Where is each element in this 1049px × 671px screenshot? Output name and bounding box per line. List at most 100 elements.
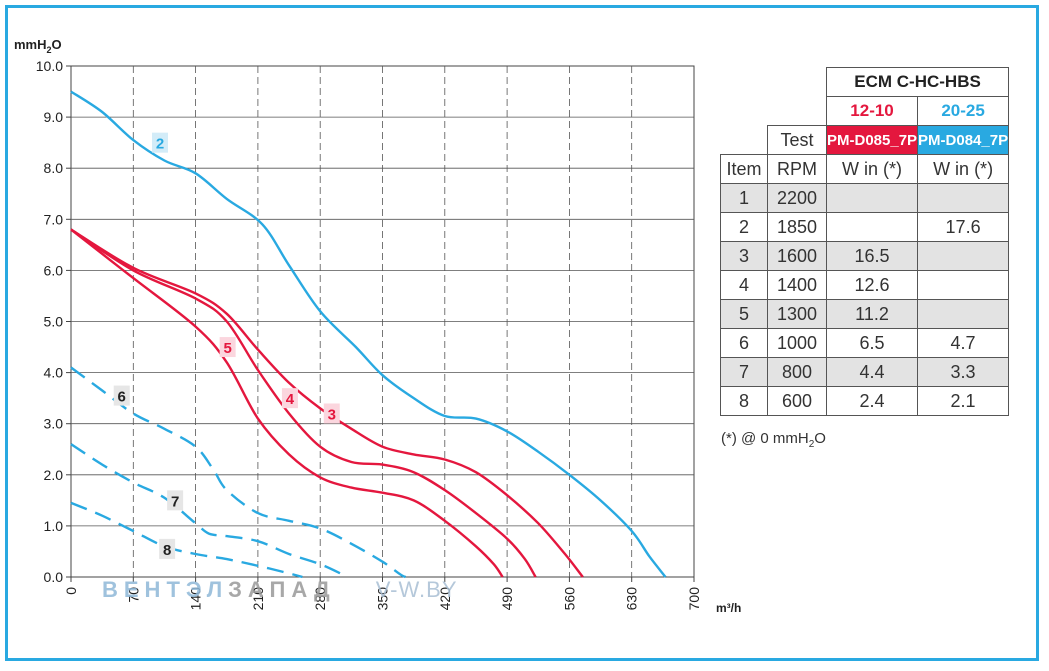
y-tick-label: 7.0 bbox=[44, 211, 64, 227]
curve-4-label-bg bbox=[281, 388, 298, 409]
table-row: 3 1600 16.5 bbox=[720, 241, 1010, 271]
item-cell: 3 bbox=[720, 241, 768, 271]
table-row: 2 1850 17.6 bbox=[720, 212, 1010, 242]
blank-cell bbox=[768, 68, 827, 97]
win-b-cell bbox=[917, 299, 1010, 329]
win-b-cell bbox=[917, 183, 1010, 213]
table-row: 1 2200 bbox=[720, 183, 1010, 213]
x-tick-label: 700 bbox=[686, 587, 702, 611]
curve-6-line bbox=[70, 366, 407, 579]
header-win-b: W in (*) bbox=[917, 154, 1010, 184]
curve-2-label-bg bbox=[152, 132, 168, 153]
x-tick-label: 350 bbox=[375, 587, 391, 611]
header-rpm: RPM bbox=[767, 154, 827, 184]
blank-cell bbox=[721, 126, 768, 155]
item-cell: 4 bbox=[720, 270, 768, 300]
table-row: 8 600 2.4 2.1 bbox=[720, 386, 1010, 416]
x-tick-label: 490 bbox=[499, 587, 515, 611]
y-tick-label: 3.0 bbox=[44, 416, 64, 432]
win-a-cell: 12.6 bbox=[825, 270, 919, 300]
item-cell: 5 bbox=[720, 299, 768, 329]
item-cell: 2 bbox=[720, 212, 768, 242]
curve-7-label-bg bbox=[167, 490, 184, 511]
axes: 0.0 1.0 2.0 3.0 4.0 5.0 6.0 7.0 8.0 9.0 10.0 0 70 140… bbox=[36, 58, 702, 610]
curve-5-line bbox=[70, 228, 504, 578]
win-a-cell: 16.5 bbox=[825, 241, 919, 271]
motor-code-b: PM-D084_7P bbox=[917, 125, 1010, 155]
blank-cell bbox=[768, 97, 827, 126]
curve-6-label: 6 bbox=[118, 389, 126, 406]
curve-4-label: 4 bbox=[286, 391, 295, 408]
curve-3-line bbox=[70, 228, 584, 578]
rpm-cell: 1600 bbox=[767, 241, 827, 271]
table-row: 7 800 4.4 3.3 bbox=[720, 357, 1010, 387]
win-b-cell bbox=[917, 270, 1010, 300]
curve-4-line bbox=[70, 228, 537, 578]
curve-8-label: 8 bbox=[163, 542, 171, 559]
table-row: 4 1400 12.6 bbox=[720, 270, 1010, 300]
curve-7-label: 7 bbox=[171, 493, 179, 510]
table-row: 5 1300 11.2 bbox=[720, 299, 1010, 329]
x-tick-label: 560 bbox=[561, 587, 577, 611]
curve-5-label-bg bbox=[219, 337, 236, 358]
x-axis-title: m³/h bbox=[716, 601, 741, 615]
win-b-cell bbox=[917, 241, 1010, 271]
rpm-cell: 600 bbox=[767, 386, 827, 416]
curve-8-label-bg bbox=[159, 538, 176, 559]
win-b-cell: 2.1 bbox=[917, 386, 1010, 416]
win-a-cell: 2.4 bbox=[825, 386, 919, 416]
win-a-cell bbox=[825, 212, 919, 242]
model-title: ECM C-HC-HBS bbox=[825, 67, 1010, 97]
rpm-cell: 800 bbox=[767, 357, 827, 387]
y-tick-label: 2.0 bbox=[44, 467, 64, 483]
curve-3-label-bg bbox=[323, 403, 340, 424]
y-tick-label: 1.0 bbox=[44, 518, 64, 534]
item-cell: 7 bbox=[720, 357, 768, 387]
rpm-cell: 1300 bbox=[767, 299, 827, 329]
item-cell: 6 bbox=[720, 328, 768, 358]
curve-3-label: 3 bbox=[328, 406, 336, 423]
win-b-cell: 4.7 bbox=[917, 328, 1010, 358]
win-a-cell: 4.4 bbox=[825, 357, 919, 387]
y-tick-label: 9.0 bbox=[44, 109, 64, 125]
table-row: 6 1000 6.5 4.7 bbox=[720, 328, 1010, 358]
y-tick-label: 0.0 bbox=[44, 569, 64, 585]
y-tick-label: 6.0 bbox=[44, 262, 64, 278]
size-label-b: 20-25 bbox=[917, 96, 1010, 126]
curve-2-line bbox=[70, 90, 667, 578]
win-b-cell: 3.3 bbox=[917, 357, 1010, 387]
y-tick-label: 8.0 bbox=[44, 160, 64, 176]
x-tick-label: 70 bbox=[125, 587, 141, 603]
curve-labels: 2 3 4 5 6 7 8 bbox=[113, 132, 340, 559]
y-axis-title: mmH2O bbox=[14, 37, 62, 55]
curve-6-label-bg bbox=[113, 385, 130, 406]
fan-spec-table: ECM C-HC-HBS 12-10 20-25 Test PM-D085_7P… bbox=[720, 67, 1010, 416]
header-win-a: W in (*) bbox=[825, 154, 919, 184]
curve-8-line bbox=[70, 501, 303, 579]
item-cell: 8 bbox=[720, 386, 768, 416]
curve-2-label: 2 bbox=[156, 136, 164, 153]
series-lines bbox=[70, 90, 667, 579]
footnote: (*) @ 0 mmH2O bbox=[721, 430, 826, 450]
x-tick-label: 280 bbox=[312, 587, 328, 611]
test-label: Test bbox=[767, 125, 827, 155]
x-tick-label: 140 bbox=[188, 587, 204, 611]
x-tick-label: 210 bbox=[250, 587, 266, 611]
y-tick-label: 10.0 bbox=[36, 58, 63, 74]
win-a-cell: 6.5 bbox=[825, 328, 919, 358]
rpm-cell: 2200 bbox=[767, 183, 827, 213]
y-tick-label: 5.0 bbox=[44, 314, 64, 330]
curve-5-label: 5 bbox=[223, 340, 231, 357]
blank-cell bbox=[721, 97, 768, 126]
x-tick-label: 420 bbox=[437, 587, 453, 611]
watermark: ВЕНТЭЛЗАПАД V-W.BY bbox=[102, 577, 458, 602]
y-tick-label: 4.0 bbox=[44, 365, 64, 381]
header-item: Item bbox=[720, 154, 768, 184]
motor-code-a: PM-D085_7P bbox=[825, 125, 919, 155]
x-tick-label: 630 bbox=[624, 587, 640, 611]
x-tick-label: 0 bbox=[63, 587, 79, 595]
rpm-cell: 1000 bbox=[767, 328, 827, 358]
blank-cell bbox=[721, 68, 768, 97]
size-label-a: 12-10 bbox=[825, 96, 919, 126]
